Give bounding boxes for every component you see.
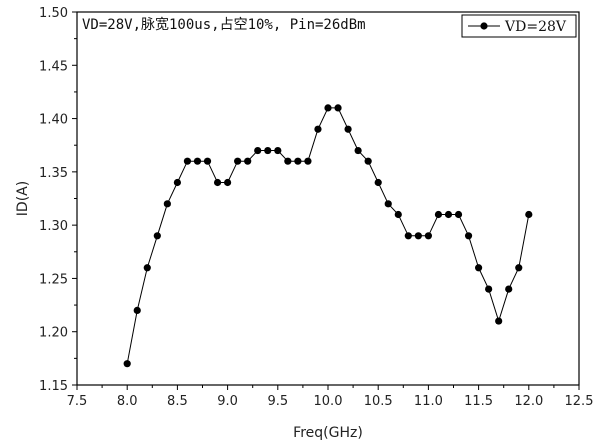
x-tick-label: 12.0 <box>514 394 543 409</box>
x-tick-label: 11.5 <box>464 394 493 409</box>
data-point <box>424 232 432 240</box>
data-point <box>153 232 161 240</box>
x-tick-label: 7.5 <box>67 394 88 409</box>
data-point <box>525 210 533 219</box>
data-point <box>414 232 422 240</box>
x-axis-title: Freq(GHz) <box>293 425 363 441</box>
plot-area-frame <box>76 11 580 386</box>
data-point <box>384 200 392 208</box>
data-point <box>274 146 282 155</box>
data-point <box>394 210 402 219</box>
data-point <box>173 178 181 187</box>
series-markers <box>123 104 533 368</box>
data-point <box>505 285 513 293</box>
legend-marker-sample <box>480 22 488 30</box>
data-point <box>123 360 131 368</box>
data-point <box>495 317 503 325</box>
data-point <box>515 264 523 272</box>
x-tick-label: 12.5 <box>565 394 594 409</box>
data-point <box>444 210 453 219</box>
y-tick-label: 1.30 <box>39 219 68 234</box>
legend: VD=28V <box>461 14 577 38</box>
data-point <box>454 210 463 219</box>
y-tick-label: 1.35 <box>39 166 68 181</box>
y-tick-label: 1.40 <box>39 113 68 128</box>
data-point <box>203 157 212 165</box>
data-point <box>374 178 382 187</box>
y-tick-label: 1.25 <box>39 272 68 287</box>
data-point <box>133 306 141 314</box>
data-point <box>344 125 352 133</box>
y-tick-label: 1.45 <box>39 59 68 74</box>
data-point <box>244 157 252 165</box>
data-point <box>485 285 493 293</box>
x-tick-label: 10.5 <box>364 394 393 409</box>
data-point <box>284 157 292 165</box>
data-point <box>364 157 372 165</box>
y-axis-title: ID(A) <box>15 181 31 216</box>
x-tick-label: 11.0 <box>414 394 443 409</box>
y-tick-label: 1.15 <box>39 379 68 394</box>
data-point <box>354 146 362 155</box>
data-point <box>324 104 332 112</box>
data-point <box>294 157 302 165</box>
data-point <box>224 178 232 187</box>
data-point <box>234 157 242 165</box>
data-point <box>304 157 312 165</box>
data-point <box>404 232 412 240</box>
x-tick-label: 10.0 <box>314 394 343 409</box>
data-point <box>254 146 262 155</box>
x-tick-label: 8.0 <box>117 394 138 409</box>
x-tick-label: 9.5 <box>267 394 288 409</box>
data-point <box>183 157 192 165</box>
data-point <box>314 125 322 133</box>
legend-label: VD=28V <box>504 19 567 35</box>
data-point <box>475 264 483 272</box>
x-tick-label: 9.0 <box>217 394 238 409</box>
y-tick-label: 1.50 <box>39 6 68 21</box>
data-point <box>434 210 443 219</box>
data-point <box>264 146 272 155</box>
data-point <box>213 178 222 187</box>
axis-ticks: 7.5 8.0 8.5 9.0 9.5 10.0 10.5 11.0 11.5 12.0 12.5 1… <box>39 6 593 409</box>
data-point <box>193 157 202 165</box>
data-point <box>143 264 151 272</box>
legend-box <box>461 14 577 38</box>
data-point <box>334 104 342 112</box>
data-point <box>163 200 171 208</box>
chart-annotation: VD=28V,脉宽100us,占空10%, Pin=26dBm <box>82 16 366 33</box>
data-point <box>464 232 473 240</box>
x-tick-label: 8.5 <box>167 394 188 409</box>
y-tick-label: 1.20 <box>39 326 68 341</box>
